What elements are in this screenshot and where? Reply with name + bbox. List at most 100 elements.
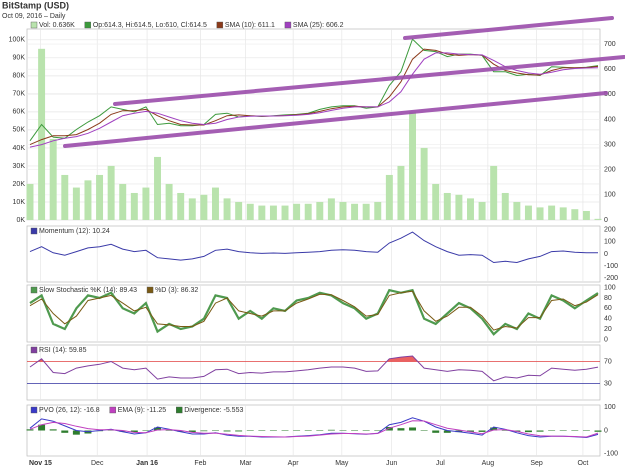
- bar: [119, 430, 127, 432]
- bar: [490, 165, 498, 220]
- bar: [327, 198, 335, 220]
- bar: [130, 430, 138, 433]
- x-tick-label: Aug: [482, 460, 495, 467]
- bar: [594, 218, 602, 220]
- y-tick-label: 90K: [13, 55, 26, 62]
- legend-label: Divergence: -5.553: [184, 407, 243, 414]
- bar: [61, 174, 69, 220]
- bar: [385, 427, 393, 431]
- y-tick-label: -100: [604, 451, 618, 458]
- legend-label: Momentum (12): 10.24: [39, 228, 110, 235]
- bar: [188, 198, 196, 220]
- x-tick-label: Apr: [288, 460, 300, 467]
- legend-swatch: [30, 406, 38, 414]
- y-tick-label: 80: [604, 295, 612, 302]
- y-tick-label: 80K: [13, 73, 26, 80]
- legend-swatch: [30, 21, 38, 29]
- bar: [177, 430, 185, 432]
- panel-frame: [26, 344, 601, 401]
- y-tick-label: 70: [604, 358, 612, 365]
- bar: [72, 187, 80, 220]
- legend-swatch: [30, 346, 38, 354]
- bar: [96, 174, 104, 220]
- bar: [501, 430, 509, 431]
- series-line: [29, 288, 599, 336]
- bar: [409, 427, 417, 431]
- x-tick-label: Sep: [530, 460, 543, 467]
- series-line: [29, 290, 599, 331]
- x-tick-label: Oct: [577, 460, 588, 467]
- bar: [420, 430, 428, 431]
- bar: [339, 430, 347, 431]
- bar: [107, 165, 115, 220]
- bar: [26, 183, 34, 220]
- bar: [119, 183, 127, 220]
- x-tick-label: Nov 15: [29, 460, 52, 467]
- bar: [467, 430, 474, 432]
- bar: [49, 429, 57, 431]
- panel-frame: [26, 225, 601, 283]
- x-tick-label: Feb: [194, 460, 206, 467]
- bar: [235, 430, 243, 432]
- bar: [154, 156, 161, 220]
- y-tick-label: 100: [604, 284, 616, 291]
- y-tick-label: 20K: [13, 181, 26, 188]
- y-tick-label: 40K: [13, 145, 26, 152]
- bar: [582, 430, 590, 431]
- bar: [130, 192, 138, 220]
- legend-label: SMA (10): 611.1: [225, 22, 275, 29]
- y-tick-label: 60K: [13, 109, 26, 116]
- x-tick-label: Mar: [240, 460, 253, 467]
- bar: [316, 430, 324, 431]
- chart-title: BitStamp (USD): [2, 0, 69, 10]
- y-tick-label: 0: [604, 251, 608, 258]
- bar: [513, 201, 521, 220]
- legend-label: EMA (9): -11.25: [118, 407, 167, 414]
- bar: [142, 430, 150, 431]
- trend-line: [113, 55, 625, 106]
- bar: [594, 430, 602, 432]
- y-tick-label: 0: [604, 336, 608, 343]
- y-tick-label: 10K: [13, 199, 26, 206]
- bar: [582, 210, 590, 220]
- y-tick-label: 50K: [13, 127, 26, 134]
- y2-tick-label: 700: [604, 41, 616, 48]
- bar: [536, 430, 544, 432]
- bar: [559, 430, 567, 431]
- bar: [385, 174, 393, 220]
- x-tick-label: Jul: [436, 460, 445, 467]
- y2-tick-label: 500: [604, 91, 616, 98]
- bar: [293, 203, 301, 220]
- bar: [49, 138, 57, 220]
- bar: [61, 430, 69, 433]
- bar: [235, 201, 243, 220]
- bar: [351, 430, 359, 431]
- legend-label: Vol: 0.636K: [39, 22, 75, 29]
- y-tick-label: 70K: [13, 91, 26, 98]
- bar: [374, 201, 382, 220]
- bar: [316, 201, 324, 220]
- y-tick-label: 20: [604, 326, 612, 333]
- bar: [165, 430, 173, 431]
- bar: [501, 192, 509, 220]
- legend-label: %D (3): 86.32: [155, 287, 198, 294]
- bar: [269, 430, 277, 431]
- bar: [327, 429, 335, 431]
- series-line: [29, 355, 599, 382]
- y2-tick-label: 600: [604, 66, 616, 73]
- series-line: [29, 52, 599, 148]
- bar: [420, 147, 428, 220]
- legend-swatch: [146, 286, 154, 294]
- bar: [571, 430, 579, 431]
- legend-swatch: [284, 21, 292, 29]
- legend-swatch: [30, 286, 38, 294]
- bar: [409, 111, 417, 220]
- x-tick-label: May: [335, 460, 349, 467]
- bar: [38, 48, 46, 220]
- bar: [524, 205, 532, 220]
- bar: [490, 427, 498, 431]
- bar: [177, 192, 185, 220]
- legend-label: Op:614.3, Hi:614.5, Lo:610, Cl:614.5: [93, 22, 207, 29]
- bar: [26, 429, 34, 431]
